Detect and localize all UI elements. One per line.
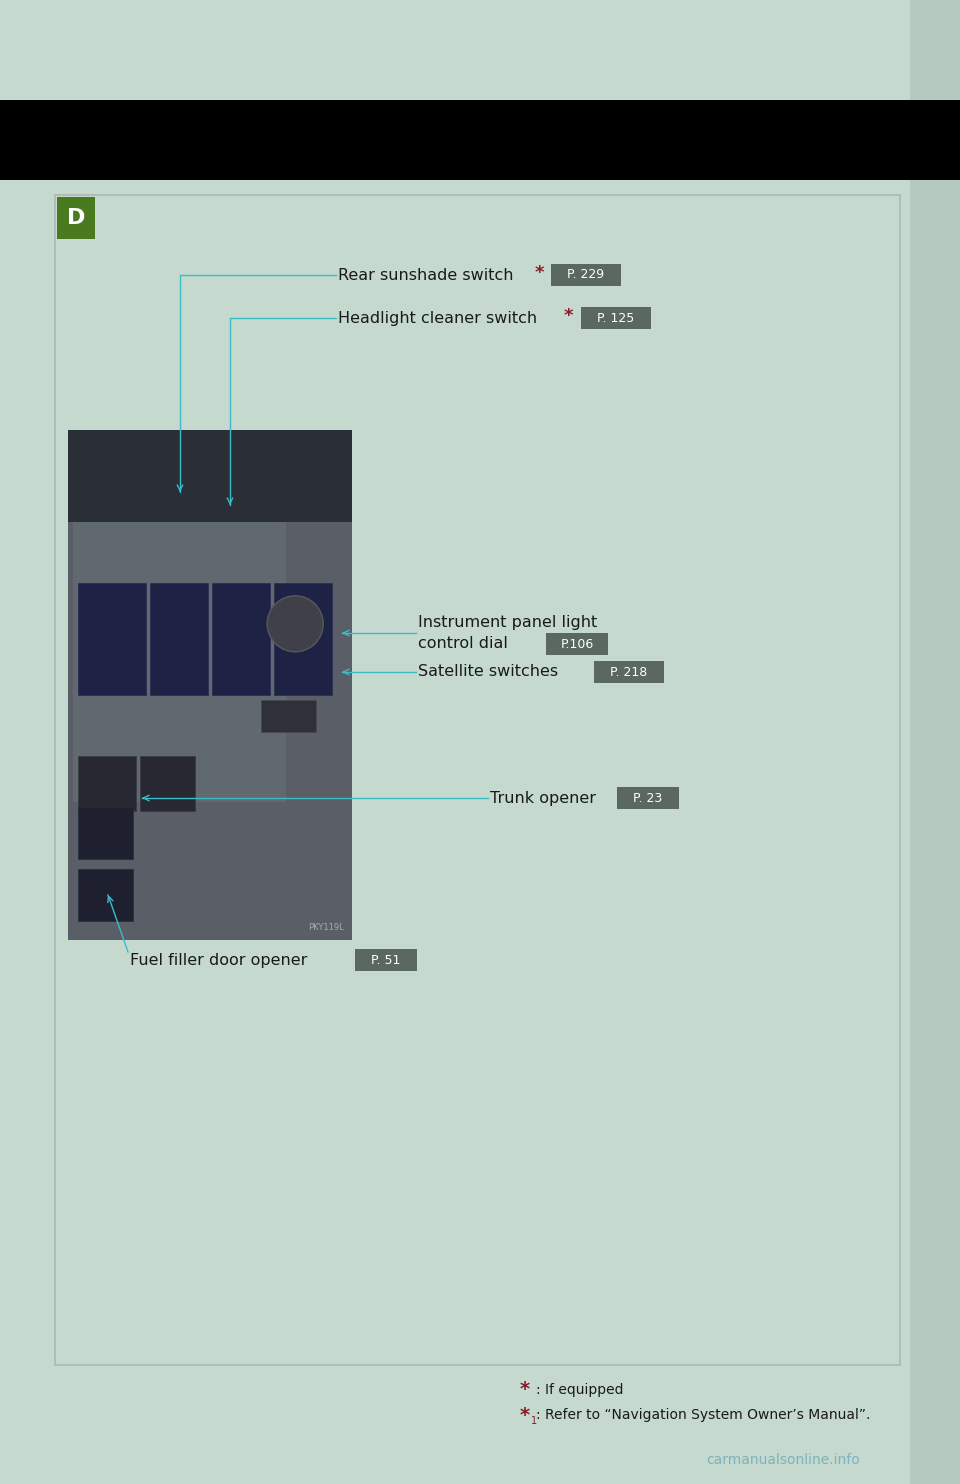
Text: Satellite switches: Satellite switches (418, 665, 558, 680)
Bar (150, 583, 208, 695)
Bar (617, 787, 679, 809)
Bar (910, 0, 960, 1484)
Bar (551, 264, 621, 286)
Bar (355, 948, 417, 971)
Bar (68, 430, 352, 522)
Bar (261, 700, 316, 732)
Text: Headlight cleaner switch: Headlight cleaner switch (338, 310, 538, 325)
Text: *: * (520, 1405, 530, 1425)
Bar (55, 194, 900, 1365)
Bar (212, 583, 270, 695)
Text: carmanualsonline.info: carmanualsonline.info (707, 1453, 860, 1468)
Bar (0, 99, 960, 180)
Bar (581, 307, 651, 329)
Text: *: * (535, 264, 544, 282)
Text: Trunk opener: Trunk opener (490, 791, 596, 806)
Text: 1: 1 (531, 1416, 538, 1426)
Text: : Refer to “Navigation System Owner’s Manual”.: : Refer to “Navigation System Owner’s Ma… (536, 1408, 871, 1422)
Text: control dial: control dial (418, 637, 508, 651)
Text: Rear sunshade switch: Rear sunshade switch (338, 267, 514, 282)
Bar (68, 430, 352, 939)
Bar (57, 197, 95, 239)
Text: P. 23: P. 23 (634, 791, 662, 804)
Text: *: * (564, 307, 573, 325)
Text: PKY119L: PKY119L (308, 923, 344, 932)
Text: P. 218: P. 218 (611, 665, 648, 678)
Text: P.106: P.106 (561, 638, 593, 650)
Circle shape (267, 595, 324, 651)
Bar (140, 757, 195, 812)
Text: D: D (67, 208, 85, 229)
Text: Instrument panel light: Instrument panel light (418, 614, 597, 629)
Text: *: * (520, 1380, 530, 1399)
Text: P. 125: P. 125 (597, 312, 635, 325)
Text: : If equipped: : If equipped (536, 1383, 623, 1396)
Text: Fuel filler door opener: Fuel filler door opener (130, 953, 307, 968)
Bar (78, 757, 136, 812)
Bar (594, 660, 664, 683)
Bar (78, 807, 133, 859)
Text: P. 51: P. 51 (372, 954, 400, 966)
Text: P. 229: P. 229 (567, 269, 605, 282)
Bar (78, 583, 146, 695)
Bar (274, 583, 332, 695)
Bar (73, 522, 286, 803)
Bar (546, 634, 608, 654)
Bar (78, 870, 133, 922)
